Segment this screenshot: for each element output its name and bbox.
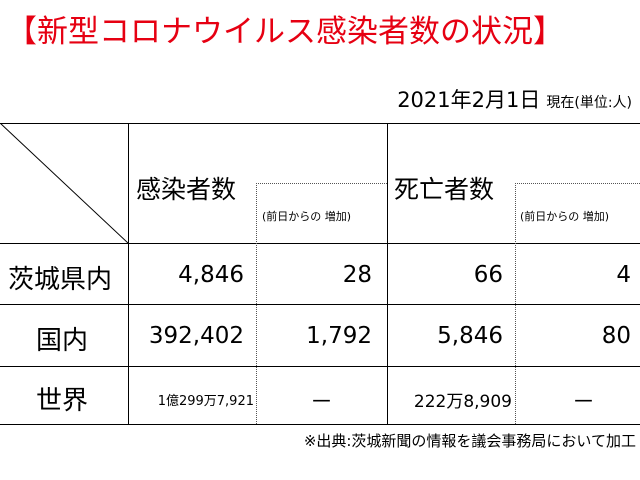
world-deaths-increase: － <box>572 389 595 415</box>
header-deaths-increase: (前日からの 増加) <box>520 210 610 223</box>
domestic-infected: 392,402 <box>148 323 244 349</box>
dotted-divider <box>515 183 640 184</box>
header-infected-increase: (前日からの 増加) <box>262 210 352 223</box>
world-infected-increase: － <box>310 389 333 415</box>
dotted-divider <box>515 183 516 424</box>
source-note: ※出典:茨城新聞の情報を議会事務局において加工 <box>303 432 636 450</box>
row-label-domestic: 国内 <box>36 326 89 356</box>
header-deaths: 死亡者数 <box>394 175 495 204</box>
header-bottom-border <box>0 243 640 244</box>
column-divider <box>128 123 129 424</box>
row-label-ibaraki: 茨城県内 <box>8 265 113 295</box>
column-divider <box>387 123 388 424</box>
ibaraki-deaths: 66 <box>473 262 503 288</box>
header-infected: 感染者数 <box>136 175 237 204</box>
header-diagonal-line <box>0 123 129 244</box>
row-divider <box>0 304 640 305</box>
domestic-deaths: 5,846 <box>437 323 503 349</box>
row-label-world: 世界 <box>36 386 89 416</box>
table-top-border <box>0 123 640 124</box>
domestic-infected-increase: 1,792 <box>306 323 372 349</box>
ibaraki-infected-increase: 28 <box>342 262 372 288</box>
dotted-divider <box>256 183 257 424</box>
domestic-deaths-increase: 80 <box>601 323 631 349</box>
unit-note: 現在(単位:人) <box>546 95 632 111</box>
table-bottom-border <box>0 424 640 425</box>
dotted-divider <box>256 183 387 184</box>
page-title: 【新型コロナウイルス感染者数の状況】 <box>6 14 564 50</box>
ibaraki-infected: 4,846 <box>178 262 244 288</box>
date-text: 2021年2月1日 <box>397 88 541 112</box>
ibaraki-deaths-increase: 4 <box>616 262 631 288</box>
world-infected: 1億299万7,921 <box>157 394 254 409</box>
row-divider <box>0 366 640 367</box>
report-date: 2021年2月1日 現在(単位:人) <box>397 84 632 114</box>
world-deaths: 222万8,909 <box>413 392 512 412</box>
